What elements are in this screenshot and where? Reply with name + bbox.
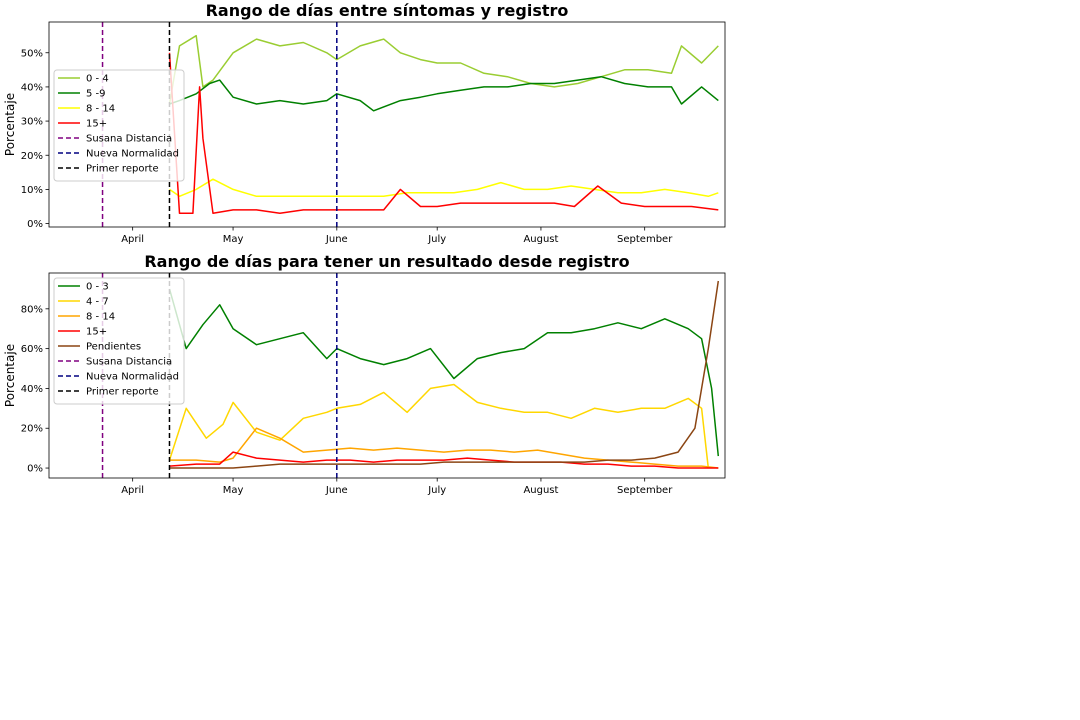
c1-legend-label-nueva-normalidad: Nueva Normalidad [86,372,179,383]
c0-y-tick-label-2: 20% [21,151,43,162]
c0-x-tick-label-0: April [121,234,144,245]
c0-legend-label-15: 15+ [86,119,107,130]
c1-x-tick-label-0: April [121,485,144,496]
c0-series-line-15 [168,52,719,215]
c1-x-tick-label-1: May [223,485,244,496]
c0-y-axis-label: Porcentaje [3,93,17,156]
c0-y-tick-label-0: 0% [27,219,43,230]
chart-panel-registration-to-result: Rango de días para tener un resultado de… [3,252,726,496]
c0-legend-label-primer-reporte: Primer reporte [86,164,159,175]
c1-x-tick-label-4: August [523,485,558,496]
c0-legend: 0 - 4 5 -9 8 - 14 15+ Susana Distancia Nueva … [53,69,185,182]
c0-y-tick-label-1: 10% [21,185,43,196]
c1-series-line-15 [169,451,719,469]
c1-axes-frame [48,272,726,479]
c1-legend-label-primer-reporte: Primer reporte [86,387,159,398]
c1-x-tick-label-5: September [617,485,673,496]
c0-legend-label-8-14: 8 - 14 [86,104,115,115]
c0-y-tick-label-3: 30% [21,117,43,128]
c1-legend-box [53,277,185,405]
c1-legend-label-8-14: 8 - 14 [86,312,115,323]
c0-legend-label-nueva-normalidad: Nueva Normalidad [86,149,179,160]
c0-x-tick-label-3: July [427,234,446,245]
c1-x-tick-label-2: June [325,485,348,496]
c1-y-tick-label-3: 60% [21,344,43,355]
c1-legend-label-15: 15+ [86,327,107,338]
c0-axes-frame [48,21,726,228]
c0-series-line-8-14 [169,178,719,198]
c1-series-line-0-3 [168,288,720,457]
c0-y-tick-label-5: 50% [21,48,43,59]
c0-y-tick-label-4: 40% [21,82,43,93]
c1-legend-label-susana-distancia: Susana Distancia [86,357,172,368]
c0-x-tick-label-5: September [617,234,673,245]
c1-legend: 0 - 3 4 - 7 8 - 14 15+ Pendientes Susana Dist… [53,277,185,405]
c0-legend-label-5-9: 5 -9 [86,89,106,100]
c0-x-tick-label-2: June [325,234,348,245]
c0-legend-label-0-4: 0 - 4 [86,74,109,85]
c0-chart-title: Rango de días entre síntomas y registro [206,1,569,20]
c0-x-tick-label-1: May [223,234,244,245]
c1-y-axis-label: Porcentaje [3,344,17,407]
c0-series-line-5-9 [169,75,719,112]
c0-legend-label-susana-distancia: Susana Distancia [86,134,172,145]
c1-series-line-8-14 [169,427,719,469]
c1-chart-title: Rango de días para tener un resultado de… [144,252,629,271]
c1-y-tick-label-1: 20% [21,424,43,435]
chart-panel-symptoms-to-registration: Rango de días entre síntomas y registro P… [3,1,726,245]
c1-y-tick-label-4: 80% [21,304,43,315]
c0-legend-box [53,69,185,182]
c1-x-tick-label-3: July [427,485,446,496]
c1-y-tick-label-2: 40% [21,384,43,395]
c1-y-tick-label-0: 0% [27,464,43,475]
c0-series-line-0-4 [168,34,719,105]
c0-x-tick-label-4: August [523,234,558,245]
c1-series-line-4-7 [168,383,710,469]
c1-legend-label-0-3: 0 - 3 [86,282,109,293]
c1-legend-label-4-7: 4 - 7 [86,297,109,308]
c1-series-line-pendientes [169,280,720,469]
c1-legend-label-pendientes: Pendientes [86,342,141,353]
